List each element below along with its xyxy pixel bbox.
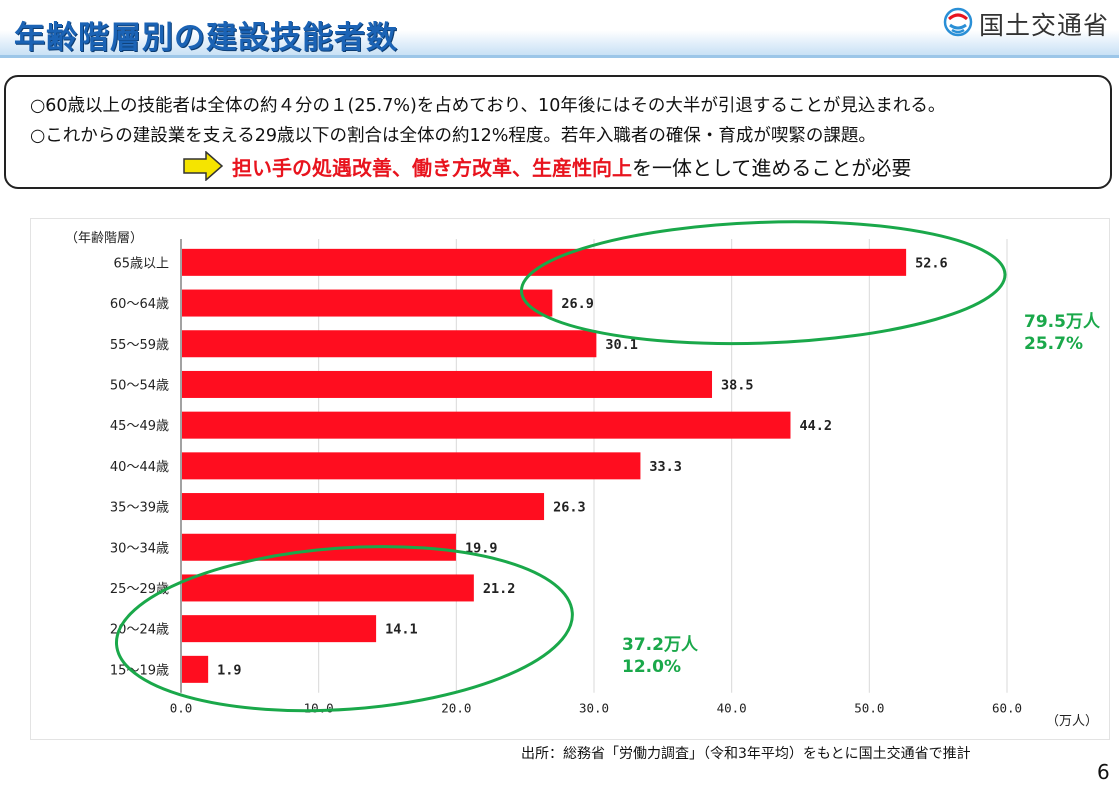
category-label: 25～29歳 — [110, 582, 169, 597]
category-label: 30～34歳 — [110, 541, 169, 556]
value-label: 38.5 — [721, 377, 754, 393]
category-label: 35～39歳 — [110, 501, 169, 516]
callout-senior-share: 25.7% — [1024, 334, 1083, 354]
logo: 国土交通省 — [943, 6, 1109, 42]
right-arrow-icon — [183, 151, 224, 181]
value-label: 21.2 — [483, 581, 516, 597]
category-label: 45～49歳 — [110, 419, 169, 434]
x-tick-label: 0.0 — [170, 701, 193, 716]
title-bar: 年齢階層別の建設技能者数 国土交通省 — [0, 0, 1119, 58]
value-label: 14.1 — [385, 622, 418, 638]
mlit-logo-icon — [943, 7, 973, 37]
bar — [182, 574, 474, 602]
category-label: 55～59歳 — [110, 338, 169, 353]
bar — [182, 289, 553, 317]
age-group-bar-chart: 0.0 10.0 20.0 30.0 40.0 50.0 60.0 （年齢階層） （万人） 65歳… — [65, 220, 1098, 729]
x-tick-label: 10.0 — [304, 701, 334, 716]
category-label: 60～64歳 — [110, 297, 169, 312]
logo-text: 国土交通省 — [978, 11, 1109, 40]
x-tick-label: 30.0 — [579, 701, 609, 716]
bar — [182, 330, 597, 358]
x-tick-label: 50.0 — [854, 701, 884, 716]
bar — [182, 370, 713, 398]
category-label: 50～54歳 — [110, 378, 169, 393]
value-label: 26.3 — [553, 500, 586, 516]
callout-youth: 37.2万人 12.0% — [622, 634, 698, 678]
summary-line-1: ○60歳以上の技能者は全体の約４分の１(25.7%)を占めており、10年後にはそ… — [30, 96, 946, 116]
x-axis-label: （万人） — [1046, 714, 1098, 729]
bar — [182, 452, 641, 480]
y-axis-label: （年齢階層） — [65, 231, 143, 246]
bar — [182, 615, 377, 643]
value-label: 52.6 — [915, 255, 948, 271]
summary-line-2: ○これからの建設業を支える29歳以下の割合は全体の約12%程度。若年入職者の確保… — [30, 126, 876, 146]
category-label: 15～19歳 — [110, 663, 169, 678]
x-tick-label: 20.0 — [441, 701, 471, 716]
page-number: 6 — [1097, 760, 1110, 784]
value-label: 30.1 — [605, 337, 638, 353]
callout-youth-count: 37.2万人 — [622, 635, 698, 655]
value-label: 26.9 — [561, 296, 594, 312]
bar — [182, 493, 545, 521]
category-label: 20～24歳 — [110, 623, 169, 638]
highlight-ellipse — [519, 220, 1007, 346]
page-title: 年齢階層別の建設技能者数 — [14, 20, 398, 56]
value-label: 1.9 — [217, 662, 241, 678]
callout-senior-count: 79.5万人 — [1024, 312, 1100, 332]
value-label: 33.3 — [649, 459, 682, 475]
source-note: 出所：総務省「労働力調査」（令和3年平均）をもとに国土交通省で推計 — [521, 746, 971, 762]
conclusion-rest: を一体として進めることが必要 — [632, 155, 912, 180]
bar — [182, 655, 209, 683]
callout-youth-share: 12.0% — [622, 657, 681, 677]
bar — [182, 248, 907, 276]
value-label: 44.2 — [799, 418, 832, 434]
value-label: 19.9 — [465, 540, 498, 556]
conclusion-emphasis: 担い手の処遇改善、働き方改革、生産性向上 — [232, 155, 632, 180]
highlight-ellipse — [114, 545, 574, 713]
x-tick-label: 40.0 — [717, 701, 747, 716]
x-tick-label: 60.0 — [992, 701, 1022, 716]
summary-box: ○60歳以上の技能者は全体の約４分の１(25.7%)を占めており、10年後にはそ… — [4, 75, 1112, 189]
conclusion: 担い手の処遇改善、働き方改革、生産性向上 を一体として進めることが必要 — [182, 151, 911, 181]
bar — [182, 411, 791, 439]
category-label: 40～44歳 — [110, 460, 169, 475]
chart-panel: 0.0 10.0 20.0 30.0 40.0 50.0 60.0 （年齢階層） （万人） 65歳… — [30, 218, 1110, 740]
callout-senior: 79.5万人 25.7% — [1024, 311, 1100, 355]
category-label: 65歳以上 — [113, 256, 169, 271]
